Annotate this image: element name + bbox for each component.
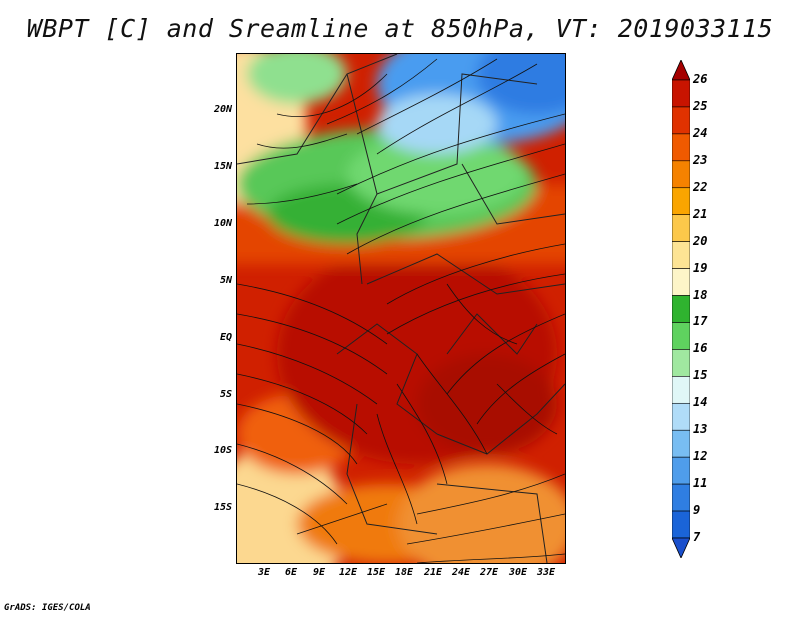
colorbar-level-label: 18 [693, 287, 708, 302]
colorbar-swatch [671, 429, 691, 458]
colorbar-swatch [671, 376, 691, 404]
colorbar-level-label: 17 [693, 314, 708, 329]
colorbar-swatch [671, 402, 691, 431]
colorbar-swatch [671, 106, 691, 135]
colorbar-level-label: 25 [693, 98, 708, 113]
lon-label-30e: 30E [508, 567, 528, 578]
colorbar-swatch [671, 295, 691, 323]
country-borders [237, 54, 565, 563]
colorbar-level-label: 9 [693, 503, 701, 518]
lon-label-6e: 6E [284, 567, 298, 578]
colorbar-level-label: 15 [693, 368, 708, 383]
colorbar-swatches [671, 59, 691, 559]
colorbar [671, 59, 691, 562]
lon-label-24e: 24E [451, 567, 471, 578]
colorbar-swatch [671, 241, 691, 269]
colorbar-swatch [671, 456, 691, 485]
colorbar-level-label: 26 [693, 72, 708, 86]
footer-credit: GrADS: IGES/COLA [4, 603, 91, 613]
colorbar-level-label: 11 [693, 476, 708, 491]
colorbar-swatch [671, 322, 691, 350]
wbpt-map [236, 53, 566, 564]
colorbar-swatch [671, 483, 691, 512]
lat-label-10s: 10S [213, 445, 232, 456]
lon-label-12e: 12E [338, 567, 358, 578]
lat-label-15s: 15S [213, 502, 232, 513]
colorbar-swatch [671, 133, 691, 162]
colorbar-level-label: 14 [693, 395, 708, 410]
lon-label-9e: 9E [312, 567, 326, 578]
streamlines [237, 58, 565, 563]
lat-label-eq: EQ [219, 332, 232, 343]
colorbar-swatch [671, 79, 691, 108]
colorbar-swatch [671, 160, 691, 189]
colorbar-bottom-arrow [671, 537, 691, 559]
colorbar-level-label: 22 [693, 179, 708, 194]
lat-label-20n: 20N [213, 104, 232, 115]
lat-label-5n: 5N [219, 275, 232, 286]
colorbar-swatch [671, 349, 691, 377]
map-title: WBPT [C] and Sreamline at 850hPa, VT: 20… [26, 14, 774, 43]
lon-label-3e: 3E [257, 567, 271, 578]
colorbar-swatch [671, 510, 691, 539]
lon-label-33e: 33E [536, 567, 556, 578]
lon-label-27e: 27E [479, 567, 499, 578]
lat-label-10n: 10N [213, 218, 232, 229]
colorbar-swatch [671, 187, 691, 216]
colorbar-level-label: 7 [693, 530, 701, 544]
colorbar-top-arrow [671, 59, 691, 81]
colorbar-level-label: 13 [693, 422, 708, 437]
lon-label-15e: 15E [366, 567, 386, 578]
lon-label-18e: 18E [394, 567, 414, 578]
colorbar-swatch [671, 214, 691, 242]
colorbar-level-label: 19 [693, 260, 708, 275]
colorbar-level-label: 21 [693, 206, 708, 221]
colorbar-level-label: 24 [693, 125, 708, 140]
colorbar-swatch [671, 268, 691, 296]
colorbar-level-label: 16 [693, 341, 708, 356]
colorbar-level-label: 12 [693, 449, 708, 464]
colorbar-level-label: 23 [693, 152, 708, 167]
lon-label-21e: 21E [423, 567, 443, 578]
lat-label-5s: 5S [219, 389, 232, 400]
lat-label-15n: 15N [213, 161, 232, 172]
colorbar-level-label: 20 [693, 233, 708, 248]
